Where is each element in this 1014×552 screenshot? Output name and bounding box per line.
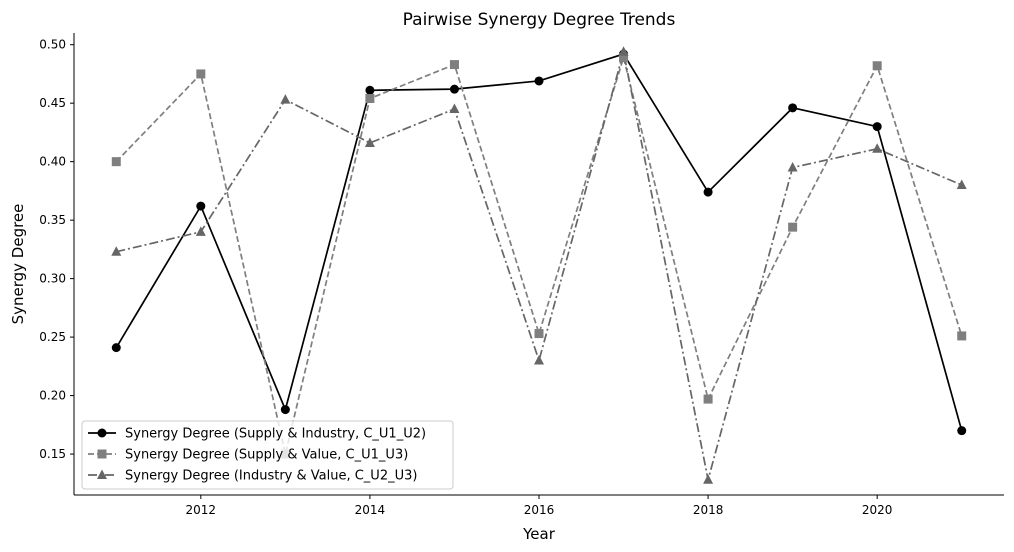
axes: 2012 2014 2016 2018 2020 0.15 0.20 0.25 0.30 0.35…: [39, 33, 1004, 517]
y-axis-label: Synergy Degree: [9, 204, 27, 325]
series-line-2: [115, 54, 963, 455]
y-tick-label: 0.20: [39, 389, 66, 403]
x-tick-label: 2016: [524, 503, 555, 517]
data-point-s2: [449, 60, 459, 70]
data-point-s2: [872, 61, 882, 71]
data-point-s3: [364, 137, 375, 147]
data-point-s3: [111, 246, 122, 256]
data-point-s3: [195, 226, 206, 236]
series-line-1: [115, 53, 963, 431]
data-point-s3: [956, 179, 967, 190]
data-point-s2: [957, 331, 967, 341]
data-point-s2: [534, 329, 544, 339]
y-tick-label: 0.25: [39, 330, 66, 344]
data-point-s2: [703, 394, 713, 404]
x-tick-label: 2012: [186, 503, 217, 517]
data-point-s2: [111, 157, 121, 167]
legend: Synergy Degree (Supply & Industry, C_U1_…: [81, 420, 454, 490]
data-point-s1: [703, 187, 713, 197]
data-point-s3: [534, 354, 544, 365]
data-point-s2: [788, 222, 798, 232]
legend-marker-3: [97, 469, 107, 479]
data-point-s3: [280, 94, 291, 104]
data-point-s3: [449, 103, 460, 114]
data-point-s1: [196, 201, 206, 211]
legend-box: [81, 420, 454, 490]
x-tick-label: 2018: [693, 503, 724, 517]
data-point-s2: [619, 53, 629, 63]
data-point-s1: [365, 85, 375, 95]
data-point-s1: [957, 426, 967, 436]
y-tick-label: 0.35: [39, 213, 66, 227]
data-point-s1: [872, 122, 882, 132]
x-axis-label: Year: [522, 525, 556, 543]
data-point-s2: [365, 93, 375, 103]
data-point-s3: [787, 162, 798, 172]
legend-label-3: Synergy Degree (Industry & Value, C_U2_U…: [125, 469, 417, 484]
data-point-s1: [788, 103, 798, 113]
chart-title: Pairwise Synergy Degree Trends: [403, 10, 676, 30]
data-point-s1: [111, 343, 121, 353]
legend-marker-1: [97, 428, 107, 438]
y-tick-label: 0.30: [39, 272, 66, 286]
y-tick-label: 0.50: [39, 38, 66, 52]
data-point-s3: [703, 474, 714, 484]
data-point-s3: [618, 46, 629, 56]
x-tick-label: 2020: [862, 503, 893, 517]
legend-label-2: Synergy Degree (Supply & Value, C_U1_U3): [125, 448, 408, 463]
markers-layer: [111, 46, 967, 484]
data-point-s3: [872, 143, 883, 153]
series-layer: [115, 51, 963, 481]
data-point-s1: [449, 84, 459, 94]
y-tick-label: 0.45: [39, 96, 66, 110]
legend-label-1: Synergy Degree (Supply & Industry, C_U1_…: [125, 427, 426, 442]
legend-marker-2: [97, 449, 107, 459]
series-line-3: [116, 51, 963, 481]
y-tick-label: 0.15: [39, 447, 66, 461]
data-point-s2: [196, 69, 206, 79]
data-point-s1: [534, 76, 544, 86]
y-tick-label: 0.40: [39, 155, 66, 169]
x-tick-label: 2014: [355, 503, 386, 517]
data-point-s1: [280, 405, 290, 415]
